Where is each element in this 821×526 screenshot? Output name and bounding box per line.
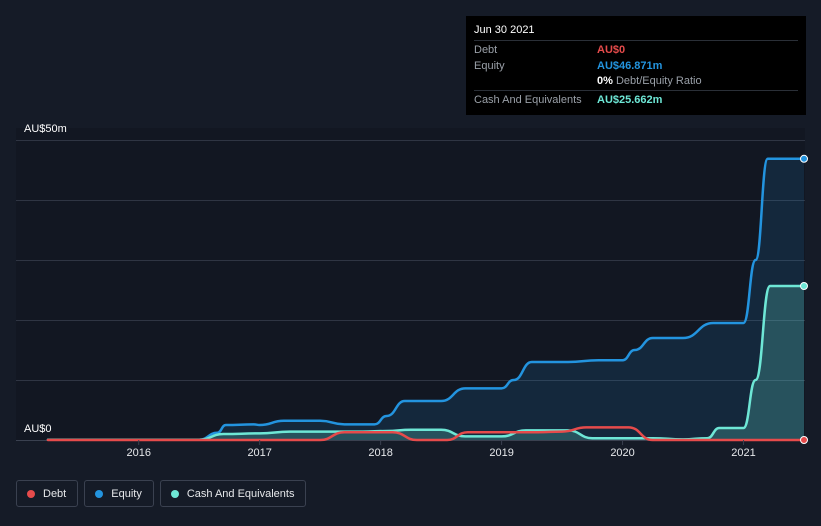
tooltip-equity-label: Equity (474, 60, 505, 72)
tooltip-ratio-label: Debt/Equity Ratio (615, 75, 702, 87)
tooltip-row-debt: Debt AU$0 (474, 40, 798, 58)
debt-end-marker (800, 436, 808, 444)
x-tick-label-2019: 2019 (489, 447, 513, 459)
tooltip-panel: Jun 30 2021 Debt AU$0 Equity AU$46.871m … (466, 16, 806, 115)
legend-item-debt[interactable]: Debt (16, 480, 79, 507)
legend-cash-label: Cash And Equivalents (186, 487, 295, 500)
debt-dot-icon (27, 489, 35, 498)
legend-equity-label: Equity (111, 487, 142, 500)
tooltip-row-cash: Cash And Equivalents AU$25.662m (474, 90, 798, 108)
tooltip-cash-value: AU$25.662m (597, 94, 663, 106)
tooltip-debt-label: Debt (474, 44, 498, 56)
tooltip-ratio-value: 0% (597, 75, 613, 87)
x-tick-label-2021: 2021 (731, 447, 755, 459)
tooltip-debt-value: AU$0 (597, 44, 626, 56)
y-axis-bottom-label: AU$0 (24, 423, 52, 435)
tooltip-ratio: 0% Debt/Equity Ratio (597, 75, 702, 87)
tooltip-cash-label: Cash And Equivalents (474, 94, 582, 106)
legend-item-equity[interactable]: Equity (84, 480, 154, 507)
plot-background (16, 128, 805, 440)
tooltip-equity-value: AU$46.871m (597, 60, 663, 72)
y-axis-top-label: AU$50m (24, 123, 67, 135)
cash-and-equivalents-end-marker (800, 282, 808, 290)
x-tick-label-2020: 2020 (610, 447, 634, 459)
cash-and-equivalents-line (46, 284, 806, 441)
equity-end-marker (800, 154, 808, 163)
tooltip-row-equity: Equity AU$46.871m (474, 57, 798, 74)
legend-debt-label: Debt (43, 487, 67, 500)
debt-line (46, 426, 806, 442)
tooltip-date: Jun 30 2021 (474, 24, 535, 36)
equity-line (46, 157, 806, 441)
chart-legend: Debt Equity Cash And Equivalents (16, 480, 307, 507)
x-tick-label-2018: 2018 (368, 447, 392, 459)
x-tick-label-2017: 2017 (247, 447, 271, 459)
x-tick-label-2016: 2016 (126, 447, 150, 459)
equity-area (48, 158, 804, 441)
cash-dot-icon (170, 489, 179, 498)
equity-dot-icon (95, 489, 104, 498)
legend-item-cash[interactable]: Cash And Equivalents (159, 480, 307, 507)
